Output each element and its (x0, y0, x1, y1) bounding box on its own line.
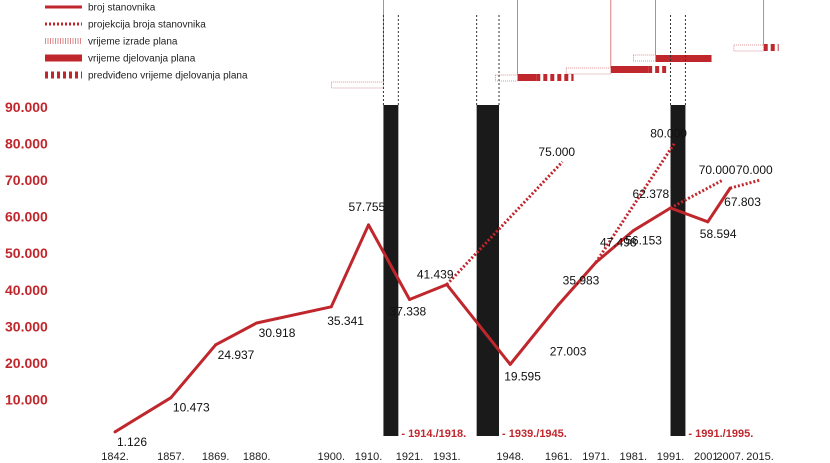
x-axis: 1842. 1857. 1869. 1880. 1900. 1910. 1921. 1931.… (101, 451, 774, 463)
x-tick-label-12: 1991. (657, 451, 685, 463)
data-label-14: 67.803 (724, 195, 761, 209)
x-tick-label-2: 1869. (202, 451, 230, 463)
data-label-3: 30.918 (259, 326, 296, 340)
data-label-6: 37.338 (390, 305, 427, 319)
data-label-9: 35.983 (563, 273, 600, 287)
legend-label-broj: broj stanovnika (88, 3, 156, 14)
data-point-1 (169, 396, 173, 400)
x-tick-label-4: 1900. (317, 451, 345, 463)
y-tick-label-8: 90.000 (5, 99, 48, 115)
x-tick-label-11: 1981. (619, 451, 647, 463)
data-label-5: 57.755 (349, 200, 386, 214)
x-tick-label-9: 1961. (545, 451, 573, 463)
data-point-13 (706, 220, 710, 224)
y-axis: 10.000 20.000 30.000 40.000 50.000 60.000 70.0… (5, 99, 48, 407)
y-tick-label-4: 50.000 (5, 245, 48, 261)
data-point-3 (255, 321, 259, 325)
x-tick-label-13: 2001. (694, 451, 722, 463)
data-label-12: 62.378 (633, 187, 670, 201)
legend-label-izrada: vrijeme izrade plana (88, 37, 178, 48)
y-tick-label-1: 20.000 (5, 355, 48, 371)
plan-djelovanje-2 (655, 55, 712, 62)
data-point-5 (367, 223, 371, 227)
projection-label-4: 70.000 (736, 163, 773, 177)
plan-djelovanje-0 (517, 74, 537, 81)
x-tick-label-3: 1880. (243, 451, 271, 463)
data-point-2 (214, 343, 218, 347)
war-bar-0 (383, 105, 399, 436)
y-tick-label-7: 80.000 (5, 136, 48, 152)
y-tick-label-0: 10.000 (5, 391, 48, 407)
data-label-13: 58.594 (700, 227, 737, 241)
data-point-8 (508, 362, 512, 366)
plan-djelovanje-1 (610, 66, 649, 73)
projection-line-4 (729, 178, 761, 190)
war-bar-1 (476, 105, 500, 436)
data-label-0: 1.126 (117, 435, 147, 449)
x-tick-label-15: 2015. (746, 451, 774, 463)
data-label-2: 24.937 (218, 348, 255, 362)
projection-label-0: 75.000 (538, 145, 575, 159)
plan-izrada-0 (330, 81, 384, 89)
data-label-8: 19.595 (504, 369, 541, 383)
legend-swatch-djelovanje (45, 54, 82, 62)
data-point-4 (329, 305, 333, 309)
x-tick-label-7: 1931. (433, 451, 461, 463)
data-label-10: 47.498 (600, 235, 637, 249)
projection-label-1: 27.003 (550, 344, 587, 358)
data-label-11: 56.153 (625, 234, 662, 248)
legend-label-projekcija: projekcija broja stanovnika (88, 20, 206, 31)
y-tick-label-2: 30.000 (5, 318, 48, 334)
war-label-2: - 1991./1995. (688, 428, 753, 440)
data-point-6 (408, 298, 412, 302)
y-tick-label-3: 40.000 (5, 282, 48, 298)
plan-izrada-4 (733, 44, 764, 52)
projection-label-3: 70.000 (699, 163, 736, 177)
projection-label-2: 80.000 (650, 127, 687, 141)
data-point-11 (631, 229, 635, 233)
x-tick-label-1: 1857. (157, 451, 185, 463)
plan-izrada-2 (565, 67, 612, 75)
data-point-9 (557, 302, 561, 306)
war-periods: - 1914./1918. - 1939./1945. - 1991./1995. (382, 15, 753, 440)
data-label-4: 35.341 (327, 314, 364, 328)
y-tick-label-6: 70.000 (5, 172, 48, 188)
data-label-7: 41.439 (417, 268, 454, 282)
data-point-0 (113, 430, 117, 434)
war-label-0: - 1914./1918. (401, 428, 466, 440)
projection-line-3 (669, 178, 724, 210)
legend: broj stanovnika projekcija broja stanovni… (45, 3, 248, 82)
x-tick-label-8: 1948. (496, 451, 524, 463)
series-lines (113, 142, 761, 434)
x-tick-label-10: 1971. (582, 451, 610, 463)
data-labels: 1.126 10.473 24.937 30.918 35.341 57.755 37.33… (117, 127, 773, 449)
plan-timeline (330, 0, 779, 89)
y-tick-label-5: 60.000 (5, 209, 48, 225)
x-tick-label-0: 1842. (101, 451, 129, 463)
x-tick-label-5: 1910. (355, 451, 383, 463)
legend-label-djelovanje: vrijeme djelovanja plana (88, 54, 196, 65)
x-tick-label-6: 1921. (396, 451, 424, 463)
x-tick-label-14: 2007. (716, 451, 744, 463)
plan-izrada-3 (632, 54, 656, 62)
projection-line-0 (445, 160, 564, 286)
war-label-1: - 1939./1945. (502, 428, 567, 440)
data-label-1: 10.473 (173, 401, 210, 415)
war-bar-2 (670, 105, 686, 436)
legend-label-predvideno: predviđeno vrijeme djelovanja plana (88, 71, 248, 82)
